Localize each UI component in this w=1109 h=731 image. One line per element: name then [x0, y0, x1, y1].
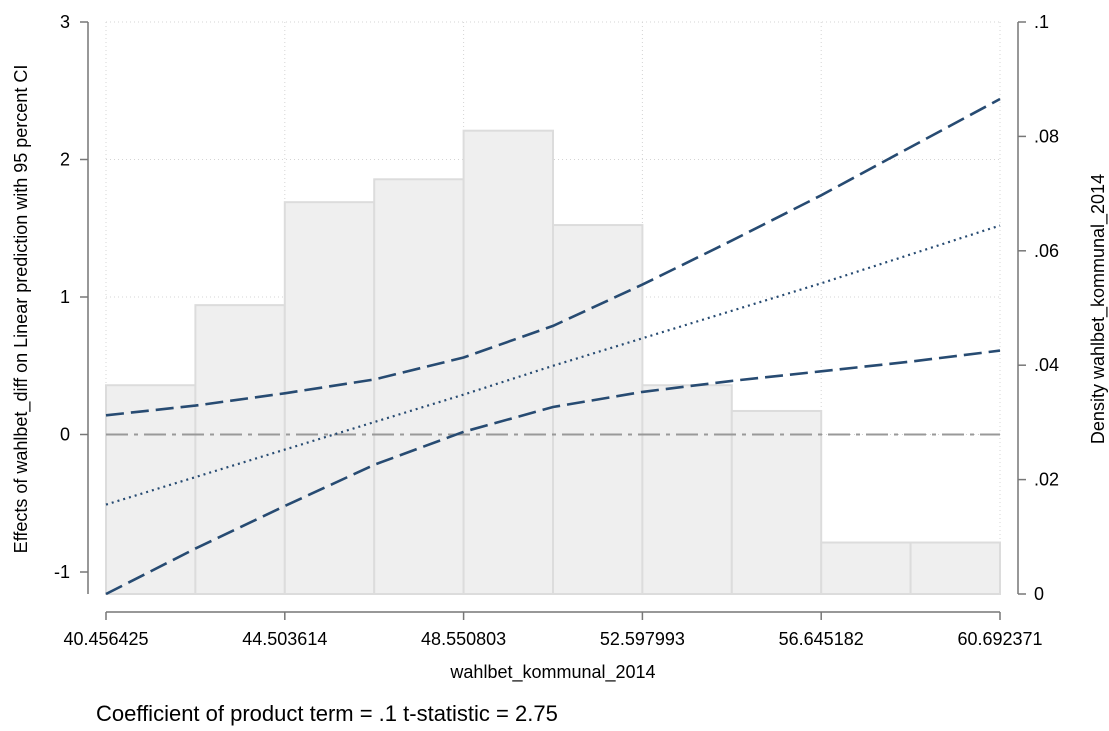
- histogram-bar: [730, 409, 823, 595]
- x-tick-label: 44.503614: [242, 629, 327, 649]
- x-axis-label: wahlbet_kommunal_2014: [449, 662, 655, 683]
- y-axis-label: Effects of wahlbet_diff on Linear predic…: [11, 65, 32, 554]
- x-tick-label: 48.550803: [421, 629, 506, 649]
- histogram-bar: [194, 304, 286, 595]
- y2-tick-label: .02: [1034, 470, 1059, 490]
- y2-tick-label: .08: [1034, 126, 1059, 146]
- histogram-bar: [641, 384, 733, 595]
- histogram-bar: [909, 541, 1001, 596]
- histogram-bar: [283, 201, 376, 595]
- estimate-line: [105, 224, 1001, 506]
- y2-tick-label: .1: [1034, 12, 1049, 32]
- y2-tick-label: .06: [1034, 241, 1059, 261]
- histogram-bar: [462, 129, 554, 595]
- upper-ci-line: [105, 97, 1001, 417]
- effect-lines: [105, 97, 1001, 596]
- x-tick-label: 52.597993: [600, 629, 685, 649]
- x-tick-label: 40.456425: [63, 629, 148, 649]
- y-tick-label: -1: [54, 562, 70, 582]
- axes: -1 0 1 2 3 0 .02 .04 .06 .08 .1 40.456425 44.503614 4…: [54, 12, 1059, 649]
- lower-ci-line: [105, 349, 1001, 596]
- y-tick-label: 1: [60, 287, 70, 307]
- histogram-bar: [373, 178, 465, 596]
- y2-tick-label: .04: [1034, 355, 1059, 375]
- y2-tick-label: 0: [1034, 584, 1044, 604]
- histogram-bar: [820, 541, 912, 596]
- density-histogram: [105, 129, 1001, 596]
- histogram-bar: [105, 384, 197, 595]
- x-tick-label: 60.692371: [957, 629, 1042, 649]
- chart-note: Coefficient of product term = .1 t-stati…: [96, 701, 558, 726]
- y-tick-label: 3: [60, 12, 70, 32]
- histogram-bar: [552, 224, 644, 595]
- y2-axis-label: Density wahlbet_kommunal_2014: [1088, 174, 1109, 444]
- y-tick-label: 2: [60, 150, 70, 170]
- x-tick-label: 56.645182: [779, 629, 864, 649]
- y-tick-label: 0: [60, 425, 70, 445]
